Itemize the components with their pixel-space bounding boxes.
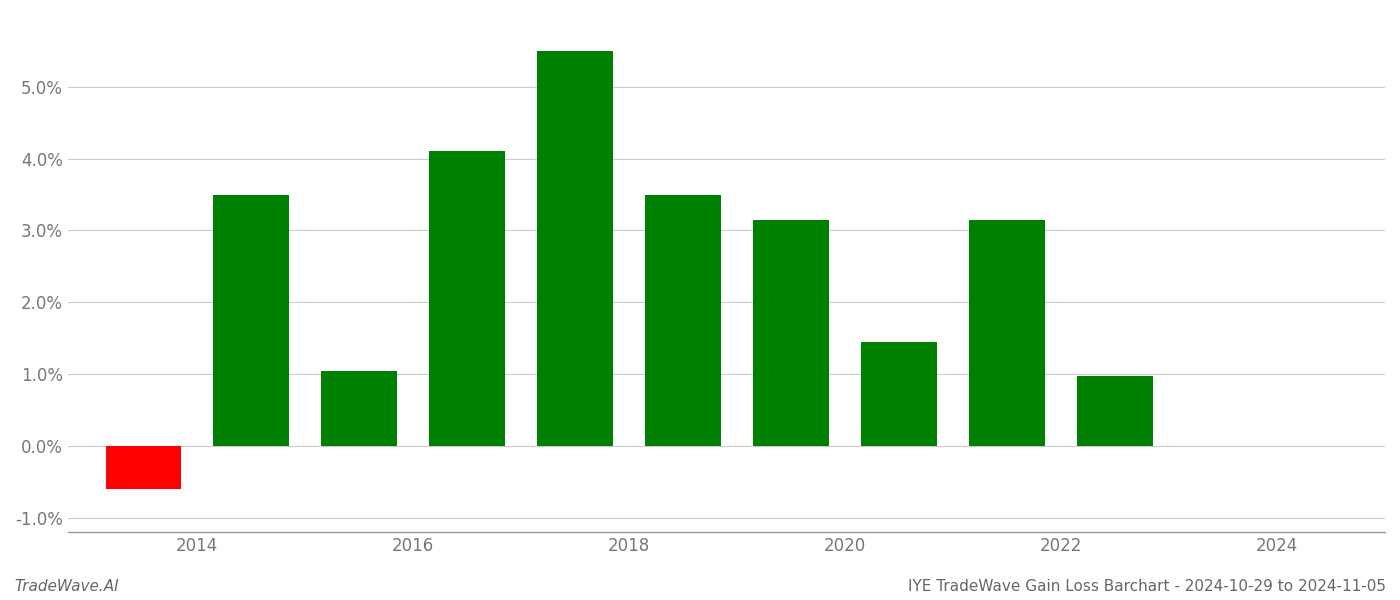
Bar bbox=[1077, 376, 1152, 446]
Bar bbox=[645, 194, 721, 446]
Bar bbox=[861, 342, 937, 446]
Bar bbox=[538, 51, 613, 446]
Bar bbox=[969, 220, 1044, 446]
Bar bbox=[105, 446, 181, 489]
Text: TradeWave.AI: TradeWave.AI bbox=[14, 579, 119, 594]
Bar bbox=[753, 220, 829, 446]
Bar bbox=[322, 371, 398, 446]
Text: IYE TradeWave Gain Loss Barchart - 2024-10-29 to 2024-11-05: IYE TradeWave Gain Loss Barchart - 2024-… bbox=[909, 579, 1386, 594]
Bar bbox=[213, 194, 288, 446]
Bar bbox=[430, 151, 505, 446]
